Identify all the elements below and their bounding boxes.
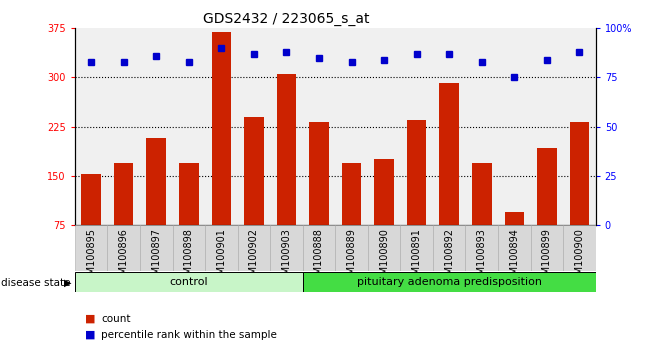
Bar bbox=[212, 32, 231, 274]
Bar bbox=[81, 174, 101, 274]
Bar bbox=[570, 122, 589, 274]
Bar bbox=[205, 225, 238, 271]
Bar bbox=[303, 272, 596, 292]
Bar bbox=[472, 162, 492, 274]
Text: GDS2432 / 223065_s_at: GDS2432 / 223065_s_at bbox=[203, 12, 370, 27]
Bar bbox=[146, 138, 166, 274]
Bar bbox=[270, 225, 303, 271]
Bar bbox=[244, 117, 264, 274]
Text: GSM100889: GSM100889 bbox=[346, 228, 357, 287]
Bar bbox=[179, 162, 199, 274]
Text: GSM100888: GSM100888 bbox=[314, 228, 324, 287]
Text: pituitary adenoma predisposition: pituitary adenoma predisposition bbox=[357, 277, 542, 287]
Text: GSM100897: GSM100897 bbox=[151, 228, 161, 287]
Text: control: control bbox=[169, 277, 208, 287]
Text: ■: ■ bbox=[85, 330, 95, 339]
Bar bbox=[505, 212, 524, 274]
Text: GSM100891: GSM100891 bbox=[411, 228, 422, 287]
Text: GSM100890: GSM100890 bbox=[379, 228, 389, 287]
Bar bbox=[537, 148, 557, 274]
Text: GSM100898: GSM100898 bbox=[184, 228, 194, 287]
Bar bbox=[531, 225, 563, 271]
Text: count: count bbox=[101, 314, 130, 324]
Bar bbox=[114, 162, 133, 274]
Bar bbox=[140, 225, 173, 271]
Text: GSM100899: GSM100899 bbox=[542, 228, 552, 287]
Bar bbox=[374, 159, 394, 274]
Text: GSM100902: GSM100902 bbox=[249, 228, 259, 287]
Bar bbox=[303, 225, 335, 271]
Bar bbox=[75, 225, 107, 271]
Bar bbox=[563, 225, 596, 271]
Text: GSM100901: GSM100901 bbox=[216, 228, 227, 287]
Bar bbox=[309, 122, 329, 274]
Text: GSM100895: GSM100895 bbox=[86, 228, 96, 287]
Bar bbox=[407, 120, 426, 274]
Bar bbox=[498, 225, 531, 271]
Text: ▶: ▶ bbox=[64, 278, 72, 288]
Text: GSM100893: GSM100893 bbox=[477, 228, 487, 287]
Text: percentile rank within the sample: percentile rank within the sample bbox=[101, 330, 277, 339]
Bar bbox=[439, 83, 459, 274]
Text: GSM100896: GSM100896 bbox=[118, 228, 129, 287]
Text: GSM100892: GSM100892 bbox=[444, 228, 454, 287]
Bar bbox=[465, 225, 498, 271]
Bar bbox=[238, 225, 270, 271]
Bar bbox=[75, 272, 303, 292]
Text: GSM100903: GSM100903 bbox=[281, 228, 292, 287]
Text: GSM100900: GSM100900 bbox=[574, 228, 585, 287]
Text: disease state: disease state bbox=[1, 278, 71, 288]
Bar bbox=[400, 225, 433, 271]
Bar bbox=[335, 225, 368, 271]
Bar bbox=[107, 225, 140, 271]
Bar bbox=[433, 225, 465, 271]
Text: GSM100894: GSM100894 bbox=[509, 228, 519, 287]
Bar bbox=[277, 74, 296, 274]
Text: ■: ■ bbox=[85, 314, 95, 324]
Bar bbox=[368, 225, 400, 271]
Bar bbox=[342, 162, 361, 274]
Bar bbox=[173, 225, 205, 271]
